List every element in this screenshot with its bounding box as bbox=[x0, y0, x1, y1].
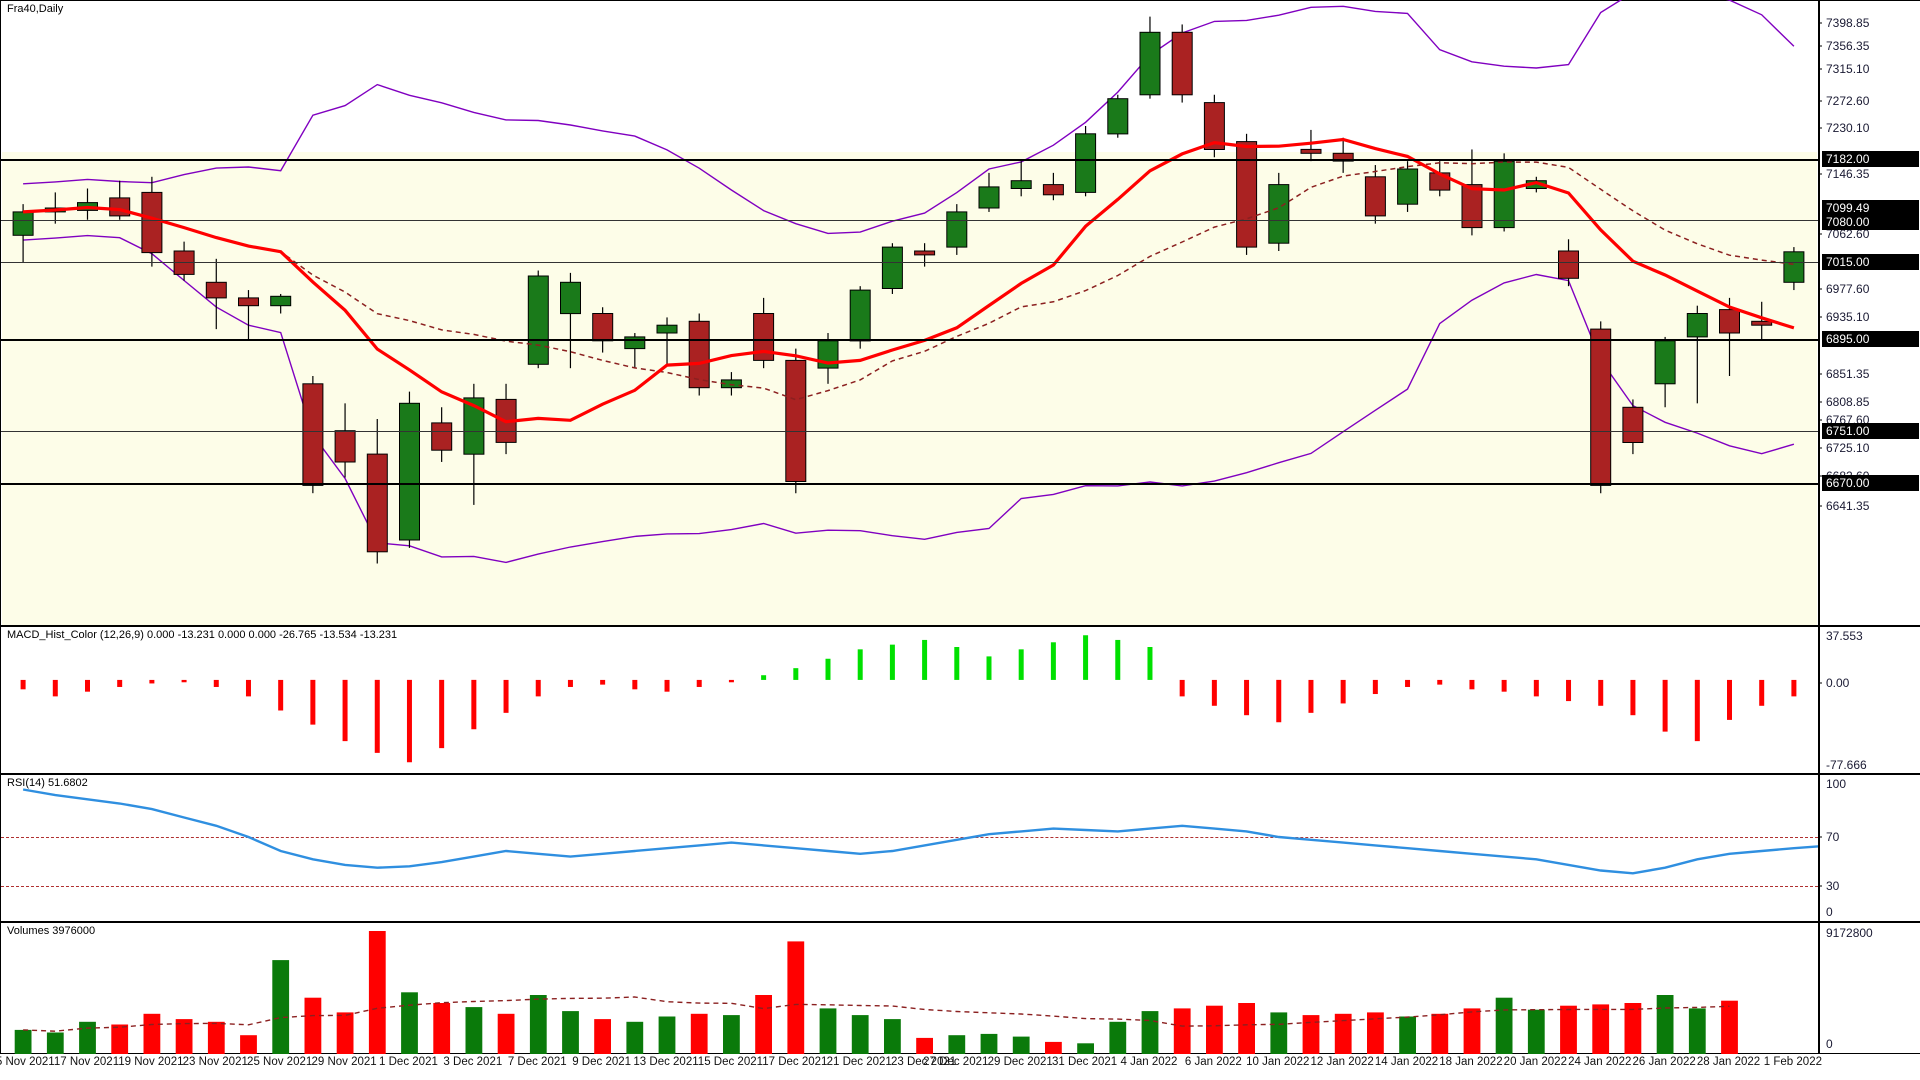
time-axis-label: 28 Jan 2022 bbox=[1696, 1056, 1761, 1068]
level-line-6895 bbox=[1, 339, 1818, 341]
level-line-7015 bbox=[1, 262, 1818, 263]
price-tick: 7398.85 bbox=[1818, 16, 1869, 30]
price-pane-label: Fra40,Daily bbox=[7, 3, 64, 15]
price-tick: 6808.85 bbox=[1818, 395, 1869, 409]
price-badge-level[interactable]: 7080.00 bbox=[1822, 214, 1919, 230]
macd-plot bbox=[20, 635, 1829, 763]
level-line-7080 bbox=[1, 220, 1818, 221]
rsi-level-30 bbox=[1, 886, 1818, 887]
time-axis-label: 1 Feb 2022 bbox=[1763, 1056, 1822, 1068]
rsi-pane-label: RSI(14) 51.6802 bbox=[7, 777, 88, 789]
price-tick: 6725.10 bbox=[1818, 441, 1869, 455]
price-tick: 6641.35 bbox=[1818, 499, 1869, 513]
price-plot bbox=[12, 0, 1805, 564]
time-axis-label: 3 Dec 2021 bbox=[443, 1056, 503, 1068]
price-tick: 6851.35 bbox=[1818, 367, 1869, 381]
time-axis-label: 23 Dec 2021 bbox=[890, 1056, 957, 1068]
volumes-tick: 0 bbox=[1826, 1037, 1833, 1051]
rsi-axis[interactable]: 100 70 30 0 bbox=[1818, 775, 1920, 921]
time-axis-label: 15 Dec 2021 bbox=[697, 1056, 764, 1068]
rsi-tick: 30 bbox=[1818, 879, 1839, 893]
price-badge-level[interactable]: 7182.00 bbox=[1822, 151, 1919, 167]
time-axis-label: 9 Dec 2021 bbox=[572, 1056, 632, 1068]
price-tick: 7315.10 bbox=[1818, 62, 1869, 76]
rsi-level-70 bbox=[1, 837, 1818, 838]
level-line-7182 bbox=[1, 159, 1818, 161]
time-axis-label: 18 Jan 2022 bbox=[1439, 1056, 1503, 1068]
time-axis-label: 7 Dec 2021 bbox=[507, 1056, 567, 1068]
time-axis-label: 17 Dec 2021 bbox=[762, 1056, 828, 1068]
macd-tick: -77.666 bbox=[1826, 758, 1867, 772]
price-badge-last[interactable]: 7099.49 bbox=[1822, 200, 1919, 216]
time-axis-label: 17 Nov 2021 bbox=[53, 1056, 120, 1068]
rsi-tick: 100 bbox=[1826, 777, 1847, 791]
price-badge-level[interactable]: 6751.00 bbox=[1822, 423, 1919, 439]
time-axis-label: 23 Nov 2021 bbox=[182, 1056, 248, 1068]
volumes-axis[interactable]: 9172800 0 bbox=[1818, 923, 1920, 1053]
time-axis-label: 21 Dec 2021 bbox=[826, 1056, 892, 1068]
time-axis-label: 25 Nov 2021 bbox=[247, 1056, 313, 1068]
time-axis-label: 4 Jan 2022 bbox=[1120, 1056, 1178, 1068]
rsi-tick: 0 bbox=[1826, 905, 1833, 919]
price-tick: 7272.60 bbox=[1818, 94, 1869, 108]
macd-tick: 37.553 bbox=[1826, 629, 1863, 643]
rsi-tick: 70 bbox=[1818, 830, 1839, 844]
time-axis-label: 15 Nov 2021 bbox=[0, 1056, 55, 1068]
volumes-tick: 9172800 bbox=[1826, 926, 1873, 940]
level-line-6751 bbox=[1, 431, 1818, 432]
price-axis[interactable]: 7398.85 7356.35 7315.10 7272.60 7230.10 … bbox=[1818, 1, 1920, 625]
rsi-plot bbox=[22, 788, 1827, 875]
price-tick: 7230.10 bbox=[1818, 121, 1869, 135]
macd-pane-label: MACD_Hist_Color (12,26,9) 0.000 -13.231 … bbox=[7, 629, 398, 641]
price-tick: 7146.35 bbox=[1818, 167, 1869, 181]
time-axis-label: 6 Jan 2022 bbox=[1184, 1056, 1242, 1068]
session-band-upper bbox=[2, 2, 1817, 152]
time-axis-label: 10 Jan 2022 bbox=[1246, 1056, 1310, 1068]
price-tick: 6935.10 bbox=[1818, 310, 1869, 324]
volumes-plot bbox=[14, 931, 1738, 1054]
volumes-pane-label: Volumes 3976000 bbox=[7, 925, 96, 937]
time-axis-label: 31 Dec 2021 bbox=[1051, 1056, 1118, 1068]
price-badge-level[interactable]: 6670.00 bbox=[1822, 475, 1919, 491]
time-axis-label: 29 Nov 2021 bbox=[311, 1056, 377, 1068]
time-axis-label: 13 Dec 2021 bbox=[633, 1056, 699, 1068]
level-line-6670 bbox=[1, 483, 1818, 485]
macd-axis[interactable]: 37.553 0.00 -77.666 bbox=[1818, 627, 1920, 773]
time-axis-label: 27 Dec 2021 bbox=[923, 1056, 989, 1068]
volumes-pane[interactable]: Volumes 3976000 9172800 0 bbox=[0, 922, 1920, 1054]
time-axis-label: 24 Jan 2022 bbox=[1568, 1056, 1632, 1068]
price-badge-level[interactable]: 7015.00 bbox=[1822, 254, 1919, 270]
time-axis-label: 14 Jan 2022 bbox=[1374, 1056, 1439, 1068]
time-axis-label: 19 Nov 2021 bbox=[118, 1056, 184, 1068]
macd-tick: 0.00 bbox=[1818, 676, 1849, 690]
price-tick: 6977.60 bbox=[1818, 282, 1869, 296]
price-pane[interactable]: Fra40,Daily 7398.85 7356.35 7315.10 7272… bbox=[0, 0, 1920, 626]
price-tick: 7062.60 bbox=[1818, 227, 1869, 241]
time-axis-label: 29 Dec 2021 bbox=[987, 1056, 1053, 1068]
macd-pane[interactable]: MACD_Hist_Color (12,26,9) 0.000 -13.231 … bbox=[0, 626, 1920, 774]
price-badge-level[interactable]: 6895.00 bbox=[1822, 331, 1919, 347]
time-axis-label: 1 Dec 2021 bbox=[379, 1056, 438, 1068]
time-axis-label: 20 Jan 2022 bbox=[1503, 1056, 1567, 1068]
price-tick: 7356.35 bbox=[1818, 39, 1869, 53]
time-axis-label: 26 Jan 2022 bbox=[1632, 1056, 1696, 1068]
rsi-pane[interactable]: RSI(14) 51.6802 100 70 30 0 bbox=[0, 774, 1920, 922]
time-axis-label: 12 Jan 2022 bbox=[1310, 1056, 1374, 1068]
